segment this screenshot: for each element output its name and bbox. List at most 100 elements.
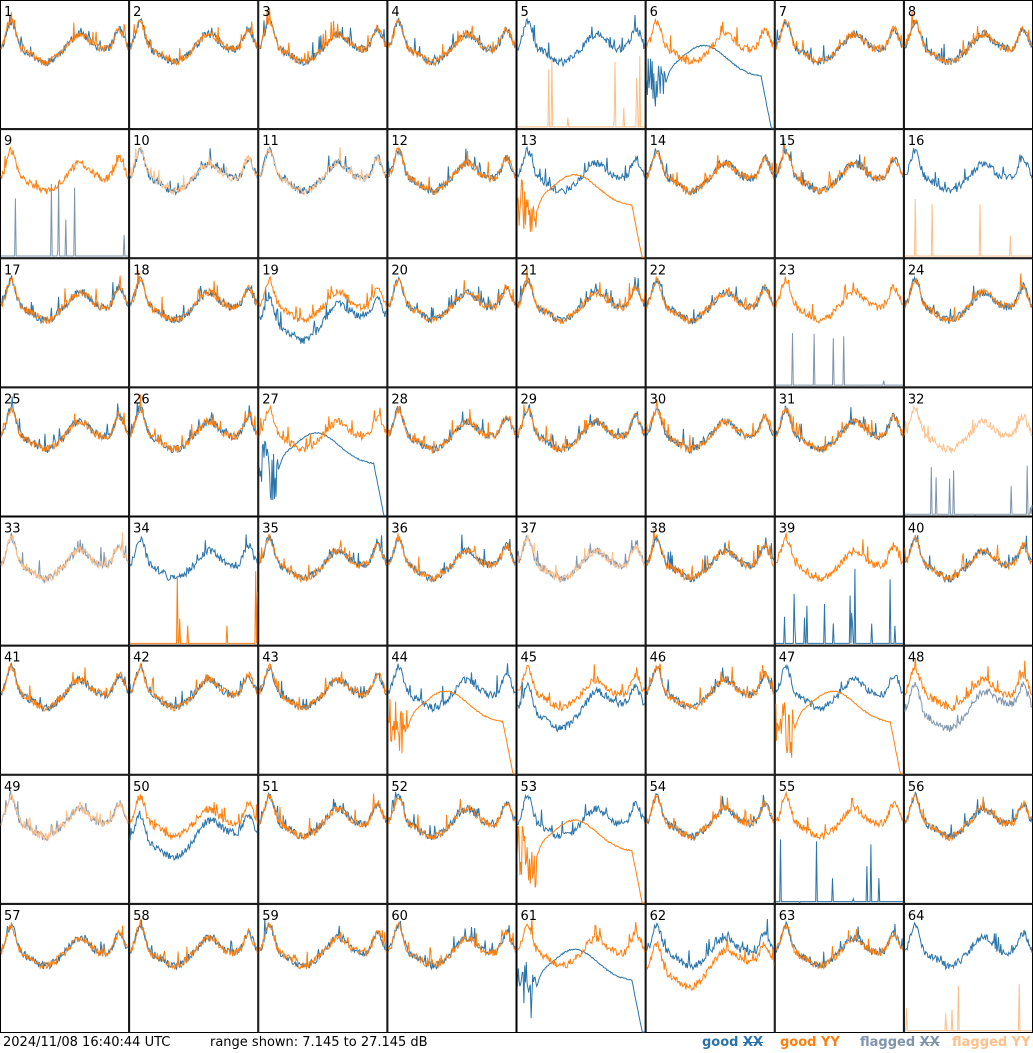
panel-label: 30 <box>650 392 667 407</box>
legend-good-xx-pol: XX <box>743 1035 764 1050</box>
panel-label: 11 <box>262 134 279 149</box>
antenna-panel-8: 8 <box>903 0 1033 130</box>
panel-label: 26 <box>133 392 150 407</box>
panel-label: 13 <box>521 134 538 149</box>
antenna-panel-45: 45 <box>516 645 646 775</box>
panel-frame <box>387 645 517 775</box>
series-yy-good <box>646 150 775 196</box>
series-yy-good <box>775 18 904 66</box>
panel-label: 23 <box>779 263 796 278</box>
panel-frame <box>258 0 388 130</box>
series-xx-good <box>517 681 646 733</box>
panel-frame <box>516 774 646 904</box>
antenna-panel-46: 46 <box>645 645 775 775</box>
series-yy-good <box>775 690 903 775</box>
antenna-panel-21: 21 <box>516 258 646 388</box>
panel-label: 54 <box>650 780 667 795</box>
series-yy-good <box>387 277 516 324</box>
panel-frame <box>774 903 904 1033</box>
panel-frame <box>129 258 259 388</box>
antenna-panel-32: 32 <box>903 387 1033 517</box>
antenna-panel-12: 12 <box>387 129 517 259</box>
panel-frame <box>903 774 1033 904</box>
panel-label: 57 <box>4 909 21 924</box>
series-yy-flagged <box>517 534 646 583</box>
panel-label: 34 <box>133 522 150 537</box>
series-yy-good <box>775 407 904 452</box>
panel-label: 21 <box>521 263 538 278</box>
series-xx-good <box>904 921 1033 971</box>
panel-frame <box>129 774 259 904</box>
panel-label: 6 <box>650 5 658 20</box>
panel-frame <box>0 258 130 388</box>
legend-flagged-yy-prefix: flagged <box>952 1035 1012 1050</box>
panel-label: 9 <box>4 134 12 149</box>
series-yy-good <box>646 938 775 991</box>
antenna-panel-44: 44 <box>387 645 517 775</box>
legend-good-yy-pol: YY <box>821 1035 840 1050</box>
series-yy-good <box>130 571 258 644</box>
series-yy-good <box>517 173 645 258</box>
series-xx-good <box>258 431 387 516</box>
antenna-panel-11: 11 <box>258 129 388 259</box>
legend-good-xx: good XX <box>702 1035 763 1050</box>
panel-frame <box>258 903 388 1033</box>
antenna-panel-7: 7 <box>774 0 904 130</box>
panel-frame <box>645 645 775 775</box>
series-yy-good <box>129 794 258 840</box>
panel-label: 39 <box>779 522 796 537</box>
panel-label: 63 <box>779 909 796 924</box>
panel-frame <box>774 516 904 646</box>
series-xx-good <box>775 839 903 904</box>
series-xx-good <box>129 534 258 581</box>
panel-frame <box>774 129 904 259</box>
panel-frame <box>258 516 388 646</box>
panel-label: 19 <box>262 263 279 278</box>
timestamp: 2024/11/08 16:40:44 UTC <box>3 1035 171 1050</box>
legend-flagged-xx-prefix: flagged <box>860 1035 920 1050</box>
antenna-panel-62: 62 <box>645 903 775 1033</box>
panel-label: 4 <box>391 5 399 20</box>
panel-frame <box>0 774 130 904</box>
series-yy-good <box>130 270 258 323</box>
antenna-panel-6: 6 <box>645 0 775 130</box>
series-yy-good <box>904 273 1033 325</box>
series-yy-good <box>904 10 1033 66</box>
panel-label: 28 <box>391 392 408 407</box>
series-yy-good <box>775 276 904 325</box>
antenna-panel-57: 57 <box>0 903 130 1033</box>
antenna-panel-13: 13 <box>516 129 646 259</box>
antenna-panel-31: 31 <box>774 387 904 517</box>
panel-label: 2 <box>133 5 141 20</box>
antenna-panel-36: 36 <box>387 516 517 646</box>
antenna-panel-41: 41 <box>0 645 130 775</box>
antenna-panel-63: 63 <box>774 903 904 1033</box>
antenna-panel-2: 2 <box>129 0 259 130</box>
series-yy-good <box>517 819 645 904</box>
panel-label: 56 <box>908 780 925 795</box>
panel-label: 49 <box>4 780 21 795</box>
antenna-panel-3: 3 <box>258 0 388 130</box>
series-yy-good <box>258 7 387 65</box>
panel-frame <box>387 516 517 646</box>
antenna-panel-61: 61 <box>516 903 646 1033</box>
series-yy-good <box>129 394 258 453</box>
series-xx-good <box>129 810 258 861</box>
legend-flagged-xx-pol: XX <box>919 1035 940 1050</box>
series-yy-good <box>646 528 775 583</box>
series-yy-good <box>258 404 387 453</box>
series-yy-good <box>258 663 387 711</box>
series-xx-flagged <box>904 465 1033 517</box>
antenna-panel-54: 54 <box>645 774 775 904</box>
panel-label: 37 <box>521 522 538 537</box>
panel-frame <box>258 387 388 517</box>
series-yy-good <box>0 275 129 325</box>
antenna-panel-18: 18 <box>129 258 259 388</box>
series-xx-good <box>775 663 904 712</box>
panel-label: 46 <box>650 651 667 666</box>
panel-label: 14 <box>650 134 667 149</box>
series-yy-good <box>129 919 258 971</box>
legend-good-yy: good YY <box>780 1035 840 1050</box>
series-yy-good <box>387 18 516 67</box>
series-yy-good <box>517 664 646 712</box>
